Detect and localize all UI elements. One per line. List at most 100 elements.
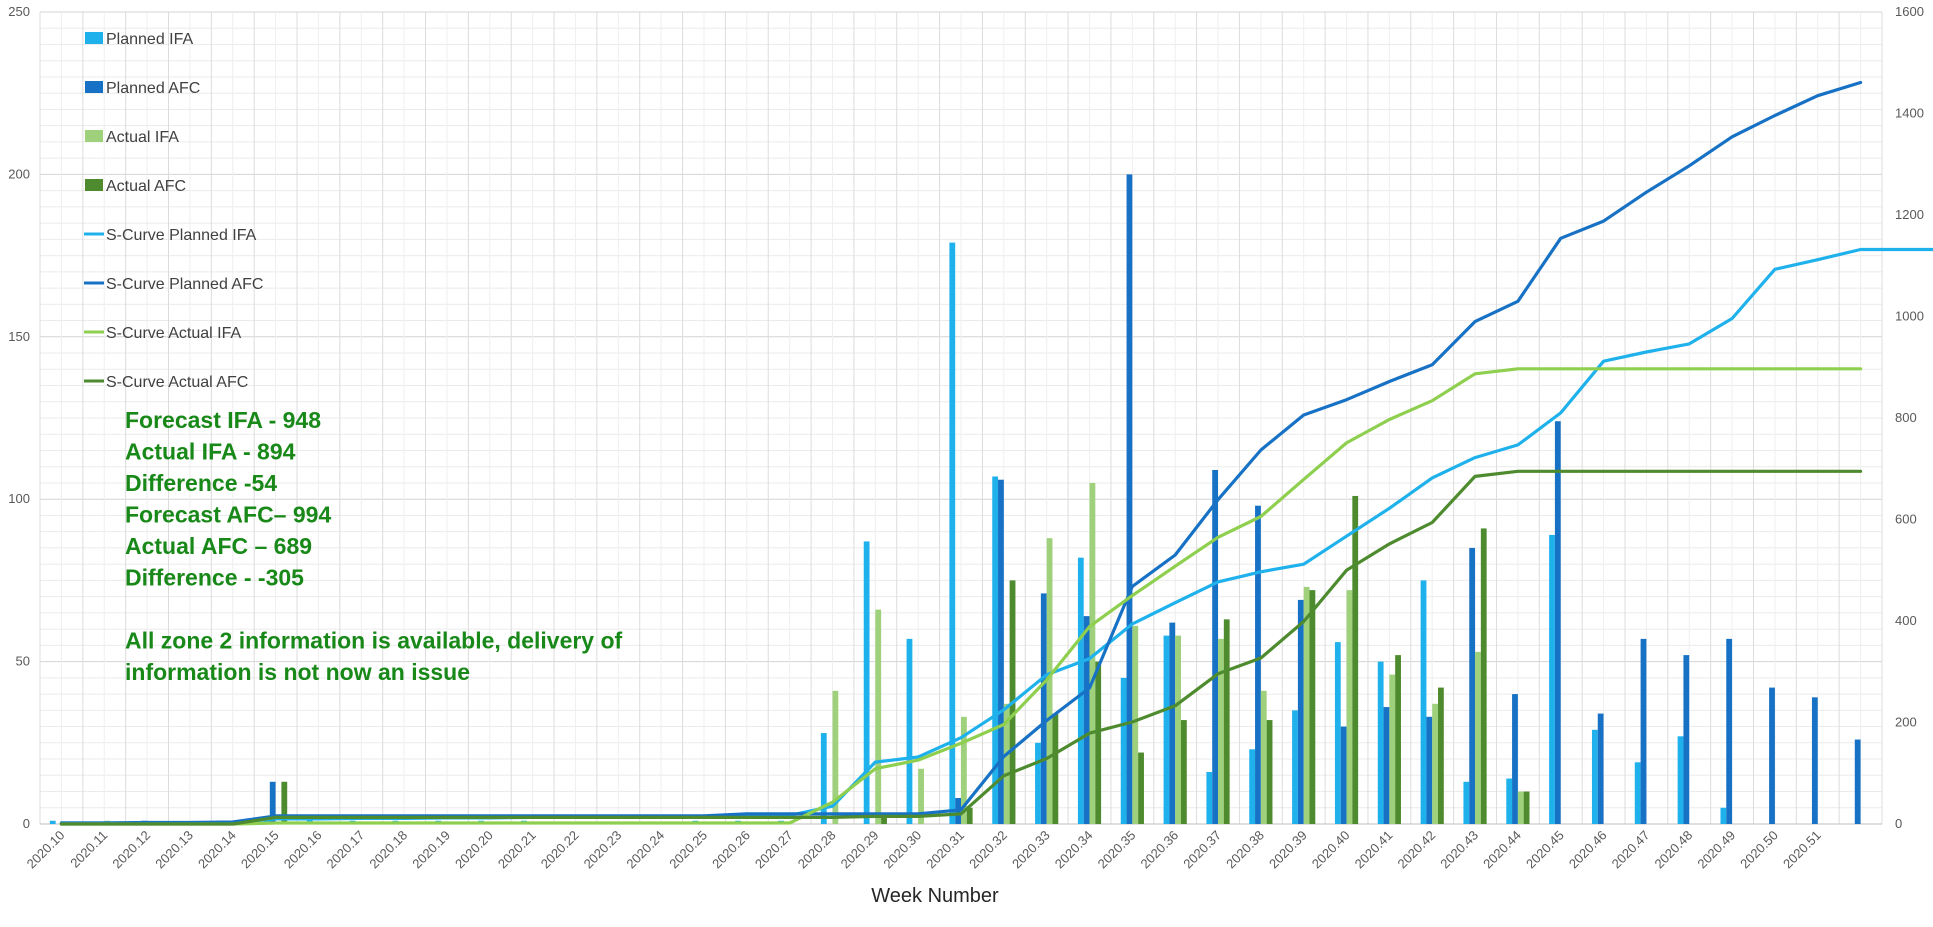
bar-actual-ifa [1517,791,1524,824]
bar-planned-afc [1597,713,1604,824]
bar-actual-ifa [1303,586,1310,824]
bar-actual-ifa [961,716,967,824]
bar-actual-ifa [1346,590,1353,824]
legend-label: Planned IFA [106,31,194,48]
bar-actual-afc [1395,655,1401,824]
annotation-line: information is not now an issue [125,659,470,685]
bar-actual-ifa [875,609,882,824]
annotation-line: Actual AFC – 689 [125,533,312,559]
line-s-curve-actual-afc [59,469,1863,826]
bar-planned-ifa [1035,742,1041,824]
bar-planned-afc [1554,421,1561,824]
y2-tick-label: 600 [1895,512,1917,527]
legend-label: Actual AFC [106,178,186,195]
annotation-line: All zone 2 information is available, del… [125,628,623,654]
bar-planned-ifa [1377,661,1384,824]
bar-actual-afc [1223,619,1230,824]
legend-swatch [85,32,103,44]
bar-actual-ifa [1389,674,1396,824]
bar-actual-ifa [1475,651,1481,824]
y-tick-label: 250 [8,4,30,19]
legend-label: S-Curve Planned AFC [106,276,263,293]
bar-planned-ifa [1463,781,1470,824]
bar-actual-ifa [1432,703,1439,824]
y2-tick-label: 1600 [1895,4,1924,19]
bar-planned-ifa [1077,557,1084,824]
bar-planned-afc [1340,726,1347,824]
bar-planned-afc [1512,694,1518,824]
bar-actual-afc [281,781,288,824]
grid [39,11,1883,825]
bar-planned-afc [1297,599,1304,824]
legend-label: S-Curve Actual AFC [106,374,248,391]
bar-planned-afc [1726,638,1733,824]
bar-planned-ifa [1720,807,1727,824]
legend-swatch [85,81,103,93]
bar-planned-ifa [1206,772,1213,824]
bar-planned-ifa [1634,762,1641,824]
bar-planned-afc [1383,707,1390,824]
bar-planned-afc [1640,638,1647,824]
legend-swatch [85,130,103,142]
legend-label: S-Curve Actual IFA [106,325,241,342]
bar-actual-afc [1438,687,1444,824]
legend-swatch [85,179,103,191]
bar-actual-afc [1480,528,1487,824]
legend: Planned IFA Planned AFC Actual IFA Actual A… [84,31,263,391]
y-tick-label: 150 [8,329,30,344]
bar-actual-afc [966,807,973,824]
bar-planned-afc [1255,505,1261,824]
bar-planned-ifa [1163,635,1170,824]
series-lines [59,80,1933,826]
bar-planned-ifa [1249,749,1256,824]
bar-actual-ifa [1003,703,1010,824]
bar-actual-ifa [1260,690,1267,824]
bar-planned-afc [1126,174,1133,824]
bar-planned-ifa [906,638,913,824]
bar-planned-afc [1769,687,1775,824]
bar-actual-afc [881,817,887,824]
y2-tick-label: 800 [1895,410,1917,425]
y2-tick-label: 400 [1895,613,1917,628]
bar-planned-afc [1040,593,1047,824]
bar-planned-afc [1811,697,1818,824]
bar-actual-afc [1352,495,1359,824]
annotation-line: Actual IFA - 894 [125,439,296,465]
bar-actual-ifa [1089,482,1096,824]
bar-planned-ifa [949,242,956,824]
bar-planned-ifa [992,476,999,824]
y2-tick-label: 0 [1895,816,1902,831]
annotation-line: Difference - -305 [125,565,304,591]
bar-planned-afc [1212,469,1219,824]
bar-actual-ifa [1175,635,1181,824]
bar-planned-ifa [1506,778,1513,824]
bar-planned-ifa [1334,642,1341,824]
bar-actual-afc [1052,713,1059,824]
legend-label: Planned AFC [106,80,200,97]
bar-planned-ifa [1120,677,1127,824]
bar-planned-ifa [306,817,313,824]
bar-planned-afc [998,479,1004,824]
bar-planned-ifa [863,541,870,824]
y-tick-label: 200 [8,166,30,181]
y2-tick-label: 1000 [1895,309,1924,324]
bar-planned-ifa [820,733,827,824]
bar-planned-ifa [1420,580,1427,824]
bar-actual-afc [1523,791,1530,824]
line-s-curve-actual-ifa [59,367,1863,826]
bar-planned-ifa [1677,736,1684,824]
bar-actual-afc [1266,720,1273,824]
y-tick-label: 50 [16,654,30,669]
bar-actual-afc [1138,752,1144,824]
bar-actual-ifa [1218,638,1224,824]
bar-actual-ifa [832,690,839,824]
bar-planned-ifa [49,820,56,824]
bar-actual-ifa [1132,625,1139,824]
annotation: Forecast IFA - 948 Actual IFA - 894 Differ… [125,407,623,685]
bar-actual-ifa [918,768,924,824]
bar-planned-ifa [1591,729,1598,824]
bar-actual-ifa [1046,538,1053,824]
bar-planned-afc [1169,622,1176,824]
y2-tick-label: 1200 [1895,207,1924,222]
